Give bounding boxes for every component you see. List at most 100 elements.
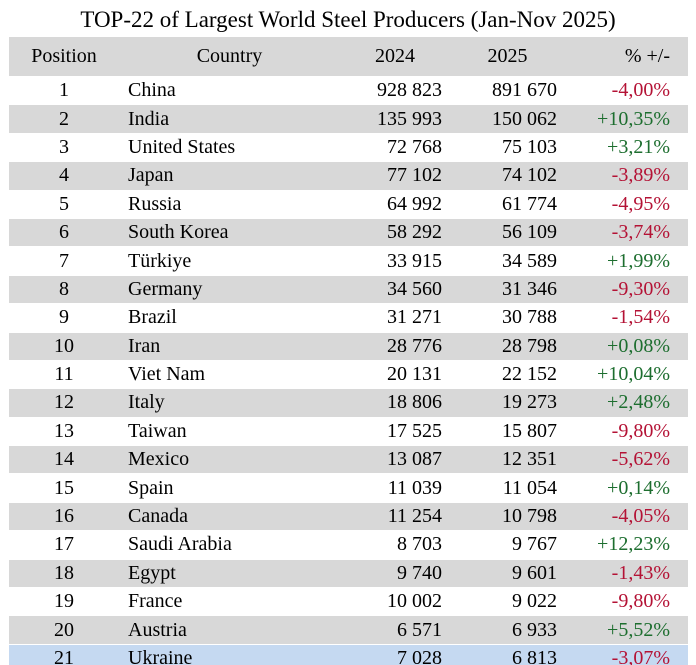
table-row[interactable]: 13 Taiwan 17 525 15 807 -9,80%: [9, 418, 688, 447]
cell-2024: 928 823: [340, 77, 450, 106]
table-row[interactable]: 10 Iran 28 776 28 798 +0,08%: [9, 332, 688, 361]
cell-country: South Korea: [119, 218, 340, 248]
cell-2025: 74 102: [450, 162, 565, 191]
table-row[interactable]: 3 United States 72 768 75 103 +3,21%: [9, 134, 688, 163]
table-row[interactable]: 7 Türkiye 33 915 34 589 +1,99%: [9, 247, 688, 276]
cell-2025: 891 670: [450, 77, 565, 106]
table-row[interactable]: 18 Egypt 9 740 9 601 -1,43%: [9, 559, 688, 589]
cell-change: -1,43%: [565, 559, 688, 589]
cell-2025: 61 774: [450, 191, 565, 219]
cell-2025: 22 152: [450, 361, 565, 390]
cell-2024: 33 915: [340, 247, 450, 276]
table-header-row: Position Country 2024 2025 % +/-: [9, 37, 688, 77]
cell-2025: 12 351: [450, 446, 565, 475]
table-row[interactable]: 8 Germany 34 560 31 346 -9,30%: [9, 275, 688, 305]
header-position: Position: [9, 37, 119, 77]
cell-change: +1,99%: [565, 247, 688, 276]
cell-position: 11: [9, 361, 119, 390]
cell-country: Viet Nam: [119, 361, 340, 390]
cell-change: -4,00%: [565, 77, 688, 106]
cell-country: Taiwan: [119, 418, 340, 447]
cell-2025: 34 589: [450, 247, 565, 276]
cell-2024: 72 768: [340, 134, 450, 163]
table-row[interactable]: 19 France 10 002 9 022 -9,80%: [9, 588, 688, 617]
cell-change: -3,74%: [565, 218, 688, 248]
cell-country: Saudi Arabia: [119, 531, 340, 560]
cell-position: 18: [9, 559, 119, 589]
cell-change: +0,14%: [565, 474, 688, 503]
table-row[interactable]: 9 Brazil 31 271 30 788 -1,54%: [9, 304, 688, 333]
page-title: TOP-22 of Largest World Steel Producers …: [80, 7, 616, 32]
cell-country: United States: [119, 134, 340, 163]
cell-position: 19: [9, 588, 119, 617]
table-row[interactable]: 20 Austria 6 571 6 933 +5,52%: [9, 616, 688, 645]
header-2025: 2025: [450, 37, 565, 77]
cell-2025: 28 798: [450, 332, 565, 361]
table-row[interactable]: 5 Russia 64 992 61 774 -4,95%: [9, 191, 688, 219]
table-row[interactable]: 15 Spain 11 039 11 054 +0,14%: [9, 474, 688, 503]
header-change: % +/-: [565, 37, 688, 77]
cell-position: 14: [9, 446, 119, 475]
cell-2025: 9 022: [450, 588, 565, 617]
cell-position: 16: [9, 502, 119, 532]
cell-position: 15: [9, 474, 119, 503]
cell-country: Türkiye: [119, 247, 340, 276]
cell-position: 12: [9, 389, 119, 418]
cell-2024: 8 703: [340, 531, 450, 560]
cell-country: India: [119, 105, 340, 134]
cell-2025: 31 346: [450, 275, 565, 305]
cell-2024: 135 993: [340, 105, 450, 134]
cell-position: 20: [9, 616, 119, 645]
cell-change: -9,30%: [565, 275, 688, 305]
cell-position: 13: [9, 418, 119, 447]
cell-change: +3,21%: [565, 134, 688, 163]
cell-position: 9: [9, 304, 119, 333]
cell-change: +10,04%: [565, 361, 688, 390]
cell-country: Canada: [119, 502, 340, 532]
cell-2024: 77 102: [340, 162, 450, 191]
table-row[interactable]: 6 South Korea 58 292 56 109 -3,74%: [9, 218, 688, 248]
cell-country: Iran: [119, 332, 340, 361]
cell-2024: 28 776: [340, 332, 450, 361]
table-row[interactable]: 12 Italy 18 806 19 273 +2,48%: [9, 389, 688, 418]
cell-change: -3,07%: [565, 644, 688, 665]
cell-2025: 150 062: [450, 105, 565, 134]
table-row[interactable]: 2 India 135 993 150 062 +10,35%: [9, 105, 688, 134]
cell-position: 17: [9, 531, 119, 560]
cell-change: -5,62%: [565, 446, 688, 475]
cell-change: -1,54%: [565, 304, 688, 333]
cell-country: Austria: [119, 616, 340, 645]
cell-country: Brazil: [119, 304, 340, 333]
cell-position: 3: [9, 134, 119, 163]
cell-position: 7: [9, 247, 119, 276]
table-row[interactable]: 21 Ukraine 7 028 6 813 -3,07%: [9, 644, 688, 665]
table-row[interactable]: 14 Mexico 13 087 12 351 -5,62%: [9, 446, 688, 475]
cell-2024: 18 806: [340, 389, 450, 418]
cell-country: Italy: [119, 389, 340, 418]
table-row[interactable]: 16 Canada 11 254 10 798 -4,05%: [9, 502, 688, 532]
cell-2024: 20 131: [340, 361, 450, 390]
cell-2024: 11 254: [340, 502, 450, 532]
table-row[interactable]: 1 China 928 823 891 670 -4,00%: [9, 77, 688, 106]
cell-2024: 10 002: [340, 588, 450, 617]
cell-change: +5,52%: [565, 616, 688, 645]
table-row[interactable]: 4 Japan 77 102 74 102 -3,89%: [9, 162, 688, 191]
steel-producers-table: Position Country 2024 2025 % +/- 1 China…: [9, 37, 688, 665]
table-row[interactable]: 11 Viet Nam 20 131 22 152 +10,04%: [9, 361, 688, 390]
cell-2024: 31 271: [340, 304, 450, 333]
cell-2024: 9 740: [340, 559, 450, 589]
cell-2025: 9 601: [450, 559, 565, 589]
cell-2024: 17 525: [340, 418, 450, 447]
table-row[interactable]: 17 Saudi Arabia 8 703 9 767 +12,23%: [9, 531, 688, 560]
header-country: Country: [119, 37, 340, 77]
cell-country: Germany: [119, 275, 340, 305]
cell-position: 10: [9, 332, 119, 361]
cell-change: +2,48%: [565, 389, 688, 418]
cell-country: Egypt: [119, 559, 340, 589]
cell-2024: 11 039: [340, 474, 450, 503]
cell-country: Ukraine: [119, 644, 340, 665]
cell-change: -4,05%: [565, 502, 688, 532]
cell-country: France: [119, 588, 340, 617]
cell-2025: 6 933: [450, 616, 565, 645]
